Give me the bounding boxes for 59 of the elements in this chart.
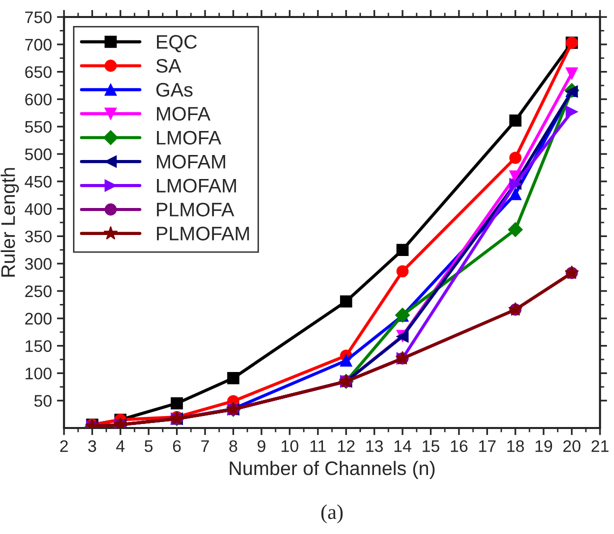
x-tick-label: 4: [116, 440, 125, 452]
x-tick-label: 10: [282, 440, 298, 452]
x-tick-label: 11: [310, 440, 326, 452]
x-tick-label: 12: [338, 440, 355, 452]
y-tick-label: 500: [25, 148, 52, 160]
y-tick-label: 100: [26, 368, 52, 380]
x-tick-label: 17: [479, 440, 496, 452]
x-tick-label: 13: [366, 440, 383, 452]
y-tick-label: 200: [25, 312, 52, 325]
y-axis-title: Ruler Length: [0, 168, 19, 277]
legend-label: MOFA: [156, 106, 210, 121]
y-tick-label: 700: [25, 38, 52, 51]
legend-label: SA: [156, 58, 182, 73]
legend-label: LMOFAM: [156, 178, 236, 193]
y-tick-label: 550: [25, 121, 52, 133]
legend-label: EQC: [156, 35, 197, 52]
point: [340, 354, 352, 367]
x-tick-label: 21: [592, 440, 608, 452]
point: [170, 397, 183, 410]
point: [509, 152, 522, 164]
point: [509, 188, 522, 200]
x-axis-title: Number of Channels (n): [230, 460, 435, 480]
x-tick-label: 15: [422, 440, 440, 452]
legend-label: PLMOFAM: [156, 226, 249, 240]
point: [566, 67, 578, 80]
legend-label: GAs: [156, 82, 193, 97]
y-tick-label: 50: [34, 395, 52, 407]
point: [340, 295, 352, 308]
x-tick-label: 3: [88, 440, 96, 452]
y-tick-label: 350: [25, 230, 52, 242]
point: [509, 114, 522, 127]
x-tick-label: 14: [394, 440, 412, 452]
x-tick-label: 7: [201, 440, 209, 452]
y-tick-label: 300: [25, 258, 52, 270]
x-tick-label: 16: [450, 440, 468, 452]
point: [396, 244, 409, 256]
x-tick-label: 19: [536, 440, 552, 452]
x-tick-label: 5: [144, 440, 153, 452]
y-tick-label: 750: [25, 11, 52, 24]
y-tick-label: 150: [26, 340, 52, 352]
x-tick-label: 9: [258, 440, 266, 452]
x-tick-label: 2: [60, 440, 68, 452]
y-tick-label: 250: [25, 285, 52, 298]
legend-label: MOFAM: [156, 154, 226, 169]
y-tick-label: 600: [25, 94, 52, 106]
y-tick-label: 450: [24, 176, 52, 188]
y-tick-label: 400: [24, 203, 52, 216]
x-tick-label: 8: [229, 440, 238, 452]
legend-label: PLMOFA: [156, 202, 234, 216]
text: (a): [321, 504, 343, 524]
point: [508, 222, 523, 238]
x-tick-label: 6: [173, 440, 181, 452]
y-tick-label: 650: [25, 66, 52, 78]
point: [396, 265, 409, 278]
x-tick-label: 18: [507, 440, 524, 452]
point: [227, 372, 240, 384]
point: [566, 106, 578, 118]
legend-label: LMOFA: [156, 130, 222, 145]
x-tick-label: 20: [563, 440, 580, 452]
